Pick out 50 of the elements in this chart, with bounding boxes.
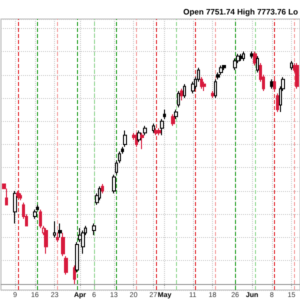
candlestick [214,78,217,99]
candlestick [163,109,166,120]
candlestick [143,125,147,136]
candlestick [75,242,79,273]
candlestick [154,128,158,136]
candlestick [219,64,223,76]
candlestick [73,264,76,284]
candlestick [242,51,245,62]
candlestick [202,81,206,92]
candlestick [16,190,20,198]
candlestick [222,64,226,71]
candlestick [33,209,37,220]
candlestick [160,118,164,136]
candlestick [171,114,175,126]
candlestick [44,228,48,254]
text: Open 7751.74 High 7773.76 Lo [183,8,298,16]
candlestick [273,78,276,92]
candlestick [233,58,237,71]
candlestick [183,84,186,99]
candlestick [276,92,279,112]
candlestick [61,232,65,257]
candlestick [64,256,68,276]
candlestick [191,81,195,94]
candlestick [13,190,17,224]
candlestick [53,220,56,238]
candlestick [56,232,59,243]
candlestick [180,88,183,101]
candlestick [101,184,104,194]
candlestick [239,53,243,62]
candlestick [200,76,203,90]
candlestick [174,109,178,120]
candlestick [112,174,116,194]
candlestick [19,192,22,201]
candlestick [123,130,127,148]
candlestick [157,128,161,136]
candlestick [295,62,299,90]
candlestick [135,132,138,148]
candlestick [81,230,85,254]
candlestick [253,51,257,66]
candlestick [58,223,62,238]
candlestick [177,90,180,108]
candlestick [250,51,254,60]
candlestick [256,56,259,73]
candlestick [92,223,96,236]
candlestick [137,130,141,143]
candlestick [211,90,214,99]
candlestick [152,123,155,134]
candlestick [98,186,101,201]
candlestick [290,60,293,71]
candlestick [140,132,144,150]
